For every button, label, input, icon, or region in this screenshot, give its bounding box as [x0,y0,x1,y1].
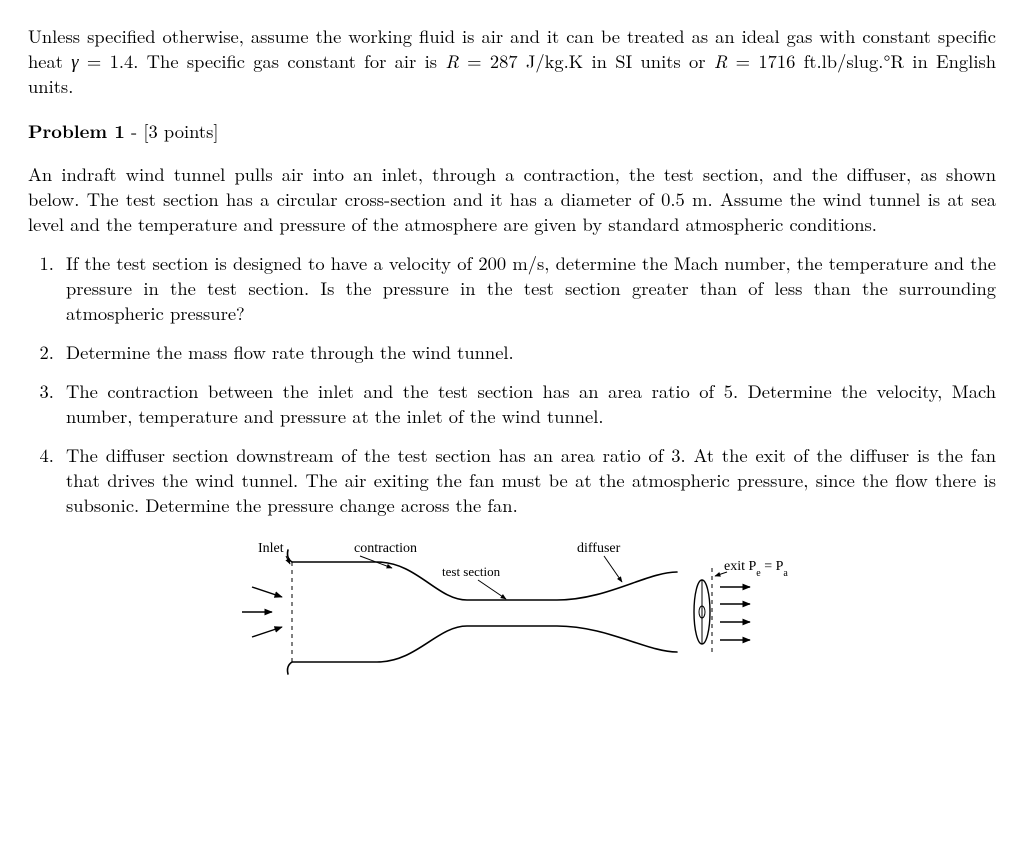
svg-text:exit Pe = Pa: exit Pe = Pa [724,559,788,579]
intro-text-c: in SI units or [583,48,714,74]
svg-text:Inlet: Inlet [258,541,284,556]
svg-text:contraction: contraction [354,541,417,556]
question-2: Determine the mass flow rate through the… [60,340,996,365]
eq1: = [79,48,110,74]
eq2: = [459,48,490,74]
svg-text:diffuser: diffuser [577,541,621,556]
r-symbol-2: R [714,48,728,74]
wind-tunnel-diagram: Inlet contraction test section diffuser exit… [232,532,792,692]
r-eng-value: 1716 ft.lb/slug.°R [758,48,904,74]
svg-text:test section: test section [442,564,501,579]
question-3: The contraction between the inlet and th… [60,379,996,429]
problem-description: An indraft wind tunnel pulls air into an… [28,162,996,237]
problem-label: Problem 1 [28,118,125,144]
gamma-value: 1.4 [110,48,134,74]
question-list: If the test section is designed to have … [28,251,996,518]
intro-paragraph: Unless specified otherwise, assume the w… [28,24,996,99]
gamma-symbol: γ [71,48,78,74]
r-symbol: R [445,48,459,74]
question-1: If the test section is designed to have … [60,251,996,326]
intro-text-b: . The specific gas constant for air is [133,48,445,74]
question-4: The diffuser section downstream of the t… [60,443,996,518]
r-si-value: 287 J/kg.K [490,48,583,74]
problem-header: Problem 1 - [3 points] [28,119,996,144]
problem-points: - [3 points] [125,118,219,144]
eq3: = [727,48,758,74]
